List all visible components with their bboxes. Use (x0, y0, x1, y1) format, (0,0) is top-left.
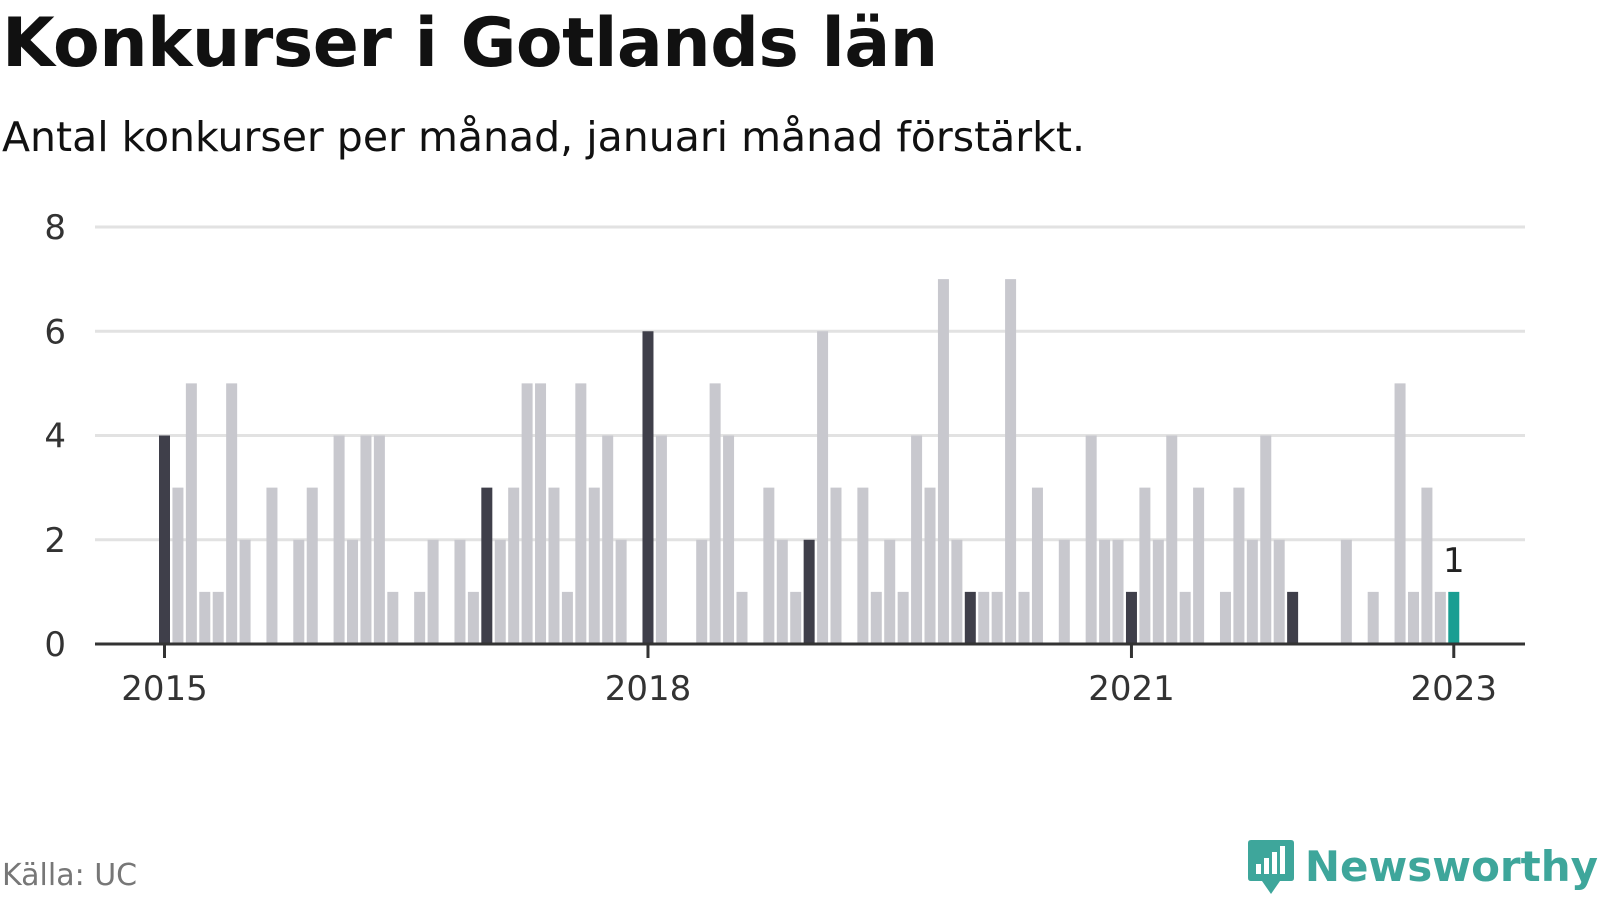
bar (884, 539, 896, 644)
bar (561, 591, 573, 644)
y-tick-label: 2 (44, 521, 66, 561)
bar (1125, 591, 1137, 644)
axes (95, 642, 1525, 658)
y-tick-label: 4 (44, 417, 66, 457)
x-tick-label: 2023 (1411, 669, 1498, 709)
y-tick-label: 0 (44, 625, 66, 665)
bar (897, 591, 909, 644)
bar (333, 435, 345, 644)
bar (790, 591, 802, 644)
bar (1407, 591, 1419, 644)
y-tick-label: 6 (44, 312, 66, 352)
bar (1152, 539, 1164, 644)
bar (159, 435, 170, 644)
bar (1139, 487, 1151, 644)
bar (1233, 487, 1245, 644)
bar (185, 383, 197, 644)
bar (870, 591, 882, 644)
bar (1018, 591, 1030, 644)
bar (1193, 487, 1205, 644)
bar (1273, 539, 1285, 644)
bar (1260, 435, 1272, 644)
bar (1031, 487, 1043, 644)
bar (1005, 279, 1017, 644)
bar (306, 487, 318, 644)
bars (159, 279, 1460, 644)
bar (1287, 591, 1299, 644)
bar (1434, 591, 1446, 644)
bar (172, 487, 184, 644)
bar (454, 539, 466, 644)
bar (817, 331, 829, 644)
bar (830, 487, 842, 644)
bar (924, 487, 936, 644)
newsworthy-logo-icon (1247, 840, 1294, 894)
bar (978, 591, 990, 644)
bar (508, 487, 520, 644)
bar (1058, 539, 1070, 644)
x-tick-label: 2018 (605, 669, 692, 709)
y-tick-label: 8 (44, 208, 66, 248)
bar (937, 279, 949, 644)
bar (642, 331, 654, 644)
bar (696, 539, 708, 644)
bar (467, 591, 479, 644)
bar (226, 383, 238, 644)
bar (1219, 591, 1231, 644)
bar (857, 487, 869, 644)
bar (602, 435, 614, 644)
bar (1085, 435, 1097, 644)
x-tick-label: 2021 (1088, 669, 1175, 709)
bar (293, 539, 305, 644)
bar (266, 487, 278, 644)
source-note: Källa: UC (2, 858, 138, 893)
bar (1367, 591, 1379, 644)
bar (494, 539, 506, 644)
bar (1166, 435, 1178, 644)
bar (481, 487, 493, 644)
bar (548, 487, 560, 644)
bar (709, 383, 721, 644)
bar (1448, 591, 1460, 644)
bar (360, 435, 372, 644)
bar (1179, 591, 1191, 644)
bar (911, 435, 923, 644)
bar (347, 539, 359, 644)
bar (615, 539, 627, 644)
bar (239, 539, 251, 644)
brand[interactable]: Newsworthy (1247, 838, 1598, 896)
bar (414, 591, 426, 644)
bar (964, 591, 976, 644)
bar (575, 383, 587, 644)
bar (736, 591, 748, 644)
chart-subtitle: Antal konkurser per månad, januari månad… (2, 113, 1085, 161)
bar (951, 539, 963, 644)
x-tick-label: 2015 (121, 669, 208, 709)
bar (1099, 539, 1111, 644)
bar (1112, 539, 1124, 644)
bar (1340, 539, 1352, 644)
bar (199, 591, 211, 644)
bar (803, 539, 815, 644)
bar (387, 591, 399, 644)
labels: 0 2 4 6 8 2015 2018 2021 2023 1 (44, 208, 1497, 709)
chart-title: Konkurser i Gotlands län (2, 4, 938, 83)
bar (1246, 539, 1258, 644)
bar (212, 591, 224, 644)
bar (588, 487, 600, 644)
bar (991, 591, 1003, 644)
data-label: 1 (1443, 541, 1465, 581)
bar (521, 383, 533, 644)
bar (1394, 383, 1406, 644)
bar (373, 435, 385, 644)
bar (1421, 487, 1433, 644)
bar (535, 383, 547, 644)
brand-name: Newsworthy (1304, 842, 1598, 891)
bar (655, 435, 667, 644)
bar (763, 487, 775, 644)
bar (427, 539, 439, 644)
bar (723, 435, 735, 644)
bar (776, 539, 788, 644)
